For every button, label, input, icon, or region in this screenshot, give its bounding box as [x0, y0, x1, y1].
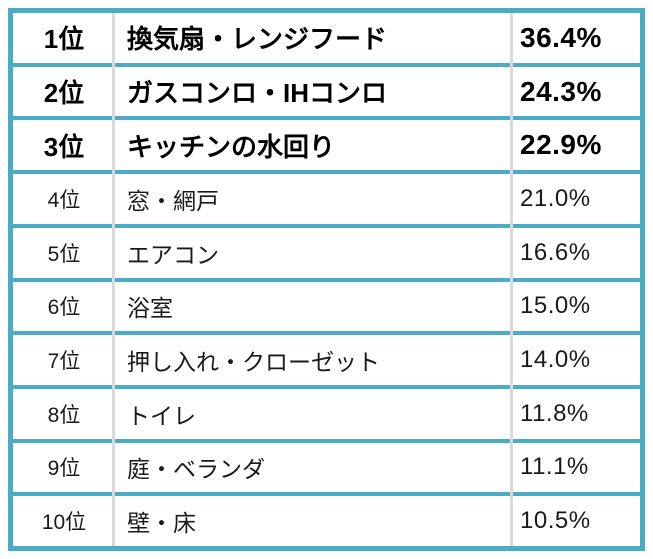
category-cell: エアコン	[127, 241, 219, 268]
rank-cell: 7位	[47, 350, 81, 374]
category-cell: 浴室	[127, 295, 173, 322]
table-row-5: 5位 エアコン 16.6%	[13, 227, 640, 278]
category-cell: 窓・網戸	[127, 187, 219, 214]
rank-cell: 1位	[43, 24, 85, 55]
percentage-cell: 36.4%	[520, 21, 602, 53]
rank-cell: 3位	[43, 131, 85, 162]
ranking-table: 1位 換気扇・レンジフード 36.4% 2位 ガスコンロ・IHコンロ 24.3%…	[8, 8, 645, 551]
table-row-7: 7位 押し入れ・クローゼット 14.0%	[13, 335, 640, 385]
percentage-cell: 10.5%	[520, 507, 591, 535]
table-row-6: 6位 浴室 15.0%	[13, 281, 640, 332]
table-row-8: 8位 トイレ 11.8%	[13, 388, 640, 439]
rank-cell: 5位	[47, 242, 81, 266]
column-divider-rank-label	[112, 13, 115, 546]
rank-cell: 8位	[47, 403, 81, 427]
rank-cell: 4位	[47, 188, 81, 212]
percentage-cell: 15.0%	[520, 292, 591, 320]
table-body: 1位 換気扇・レンジフード 36.4% 2位 ガスコンロ・IHコンロ 24.3%…	[13, 13, 640, 547]
table-row-10: 10位 壁・床 10.5%	[13, 496, 640, 547]
table-row-4: 4位 窓・網戸 21.0%	[13, 174, 640, 224]
percentage-cell: 21.0%	[520, 184, 591, 212]
table-row-1: 1位 換気扇・レンジフード 36.4%	[13, 13, 640, 63]
category-cell: キッチンの水回り	[127, 131, 336, 162]
category-cell: 庭・ベランダ	[127, 456, 265, 483]
category-cell: 壁・床	[127, 510, 196, 537]
rank-cell: 10位	[41, 511, 87, 535]
percentage-cell: 24.3%	[520, 75, 602, 107]
percentage-cell: 16.6%	[520, 238, 591, 266]
category-cell: ガスコンロ・IHコンロ	[127, 78, 388, 109]
rank-cell: 9位	[47, 457, 81, 481]
table-row-3: 3位 キッチンの水回り 22.9%	[13, 120, 640, 171]
rank-cell: 2位	[43, 78, 85, 109]
percentage-cell: 11.8%	[520, 399, 589, 427]
percentage-cell: 11.1%	[520, 453, 589, 481]
column-divider-label-value	[510, 13, 513, 546]
table-row-9: 9位 庭・ベランダ 11.1%	[13, 442, 640, 493]
category-cell: 押し入れ・クローゼット	[127, 349, 380, 376]
category-cell: 換気扇・レンジフード	[127, 24, 388, 55]
category-cell: トイレ	[127, 402, 196, 429]
table-row-2: 2位 ガスコンロ・IHコンロ 24.3%	[13, 66, 640, 117]
rank-cell: 6位	[47, 296, 81, 320]
percentage-cell: 14.0%	[520, 346, 591, 374]
percentage-cell: 22.9%	[520, 129, 602, 161]
